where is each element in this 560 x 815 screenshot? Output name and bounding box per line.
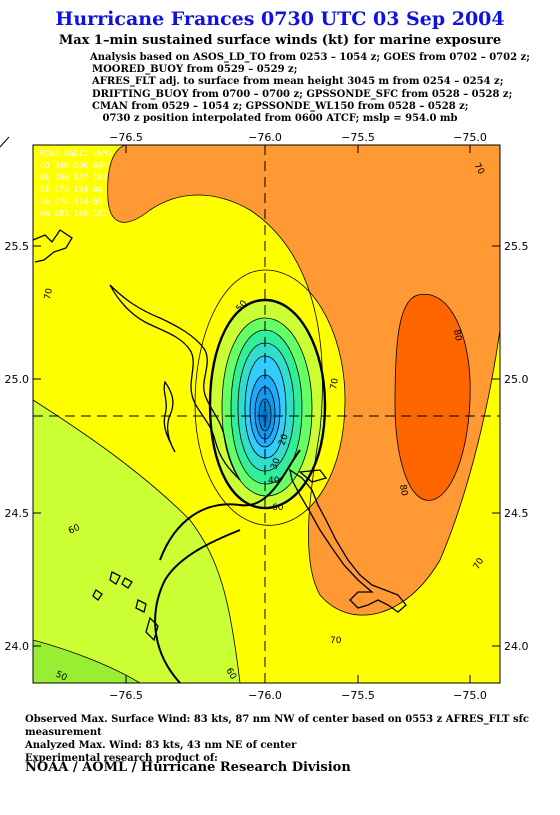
island-outlines xyxy=(33,229,407,642)
lat-label: 25.5 xyxy=(5,240,30,253)
lon-label: −75.0 xyxy=(453,689,487,702)
latitude-labels-right: 25.5 25.0 24.5 24.0 xyxy=(504,240,529,653)
contour-label: 30 xyxy=(269,457,282,471)
lat-label: 25.0 xyxy=(504,373,529,386)
map-title: Hurricane Frances 0730 UTC 03 Sep 2004 xyxy=(55,8,505,30)
contour-value-labels: 70 70 80 80 70 60 70 70 60 50 60 40 30 2… xyxy=(43,162,486,684)
contour-label: 50 xyxy=(54,670,69,684)
lat-label: 24.0 xyxy=(504,640,529,653)
lon-label: −75.5 xyxy=(341,689,375,702)
contour-label: 60 xyxy=(272,503,284,513)
contour-label: 80 xyxy=(397,484,409,497)
footer-line: Analyzed Max. Wind: 83 kts, 43 nm NE of … xyxy=(25,740,297,751)
contour-64kt xyxy=(208,298,327,510)
wind-contour-fill: WIND RADII (NM) QD 34K 50K 64K NE 190 14… xyxy=(33,145,500,684)
latitude-labels-left: 25.5 25.0 24.5 24.0 xyxy=(5,240,30,653)
contour-label: 70 xyxy=(329,377,341,390)
lat-label: 24.0 xyxy=(5,640,30,653)
lon-label: −76.5 xyxy=(109,689,143,702)
longitude-labels-bottom: −76.5 −76.0 −75.5 −75.0 xyxy=(109,689,487,702)
contour-label: 60 xyxy=(67,523,82,537)
lat-label: 25.0 xyxy=(5,373,30,386)
axis-ticks xyxy=(33,145,500,683)
organization-label: NOAA / AOML / Hurricane Research Divisio… xyxy=(25,760,351,775)
contour-label: 20 xyxy=(277,433,290,447)
analysis-line: MOORED_BUOY from 0529 – 0529 z; xyxy=(92,64,298,76)
lon-label: −76.0 xyxy=(248,131,282,144)
footer-line: Experimental research product of: xyxy=(25,753,218,764)
analysis-line: DRIFTING_BUOY from 0700 – 0700 z; GPSSON… xyxy=(92,88,513,100)
band-70-80-north xyxy=(107,145,500,616)
contour-34kt-south xyxy=(154,529,241,683)
wind-radii-table: WIND RADII (NM) QD 34K 50K 64K NE 190 14… xyxy=(40,149,112,218)
corner-tick-mark xyxy=(0,136,10,148)
lon-label: −75.5 xyxy=(341,131,375,144)
contour-label: 70 xyxy=(43,287,55,300)
contour-label: 80 xyxy=(451,329,463,342)
lat-label: 24.5 xyxy=(5,507,30,520)
contour-label: 40 xyxy=(268,476,280,486)
contour-lines xyxy=(33,145,500,683)
analysis-line: 0730 z position interpolated from 0600 A… xyxy=(102,113,458,125)
wind-radii-row: NW 201 146 101 xyxy=(40,209,108,218)
analysis-line: Analysis based on ASOS_LD_TO from 0253 –… xyxy=(90,52,530,63)
footer-line: Observed Max. Surface Wind: 83 kts, 87 n… xyxy=(25,714,529,738)
wind-radii-row: SE 176 134 94 xyxy=(40,185,103,194)
wind-radii-columns: QD 34K 50K 64K xyxy=(40,161,108,170)
map-frame xyxy=(32,144,501,684)
lon-label: −76.0 xyxy=(248,689,282,702)
band-50-60-south xyxy=(33,640,140,683)
longitude-labels-top: −76.5 −76.0 −75.5 −75.0 xyxy=(109,131,487,144)
band-80-plus xyxy=(395,294,471,501)
analysis-line: CMAN from 0529 – 1054 z; GPSSONDE_WL150 … xyxy=(92,100,469,112)
contour-50kt-extension xyxy=(159,449,301,561)
contour-label: 70 xyxy=(330,636,342,646)
wind-radii-row: SW 174 114 59 xyxy=(40,197,103,206)
wind-radii-row: NE 190 147 102 xyxy=(40,173,108,182)
lon-label: −75.0 xyxy=(453,131,487,144)
analysis-line: AFRES_FLT adj. to surface from mean heig… xyxy=(92,76,504,88)
lat-label: 25.5 xyxy=(504,240,529,253)
lon-label: −76.5 xyxy=(109,131,143,144)
map-subtitle: Max 1–min sustained surface winds (kt) f… xyxy=(58,33,502,48)
analysis-info: Analysis based on ASOS_LD_TO from 0253 –… xyxy=(90,52,530,125)
footer-notes: Observed Max. Surface Wind: 83 kts, 87 n… xyxy=(25,713,560,765)
wind-radii-header: WIND RADII (NM) xyxy=(40,149,112,158)
band-50-60-sw xyxy=(33,400,240,683)
lat-label: 24.5 xyxy=(504,507,529,520)
